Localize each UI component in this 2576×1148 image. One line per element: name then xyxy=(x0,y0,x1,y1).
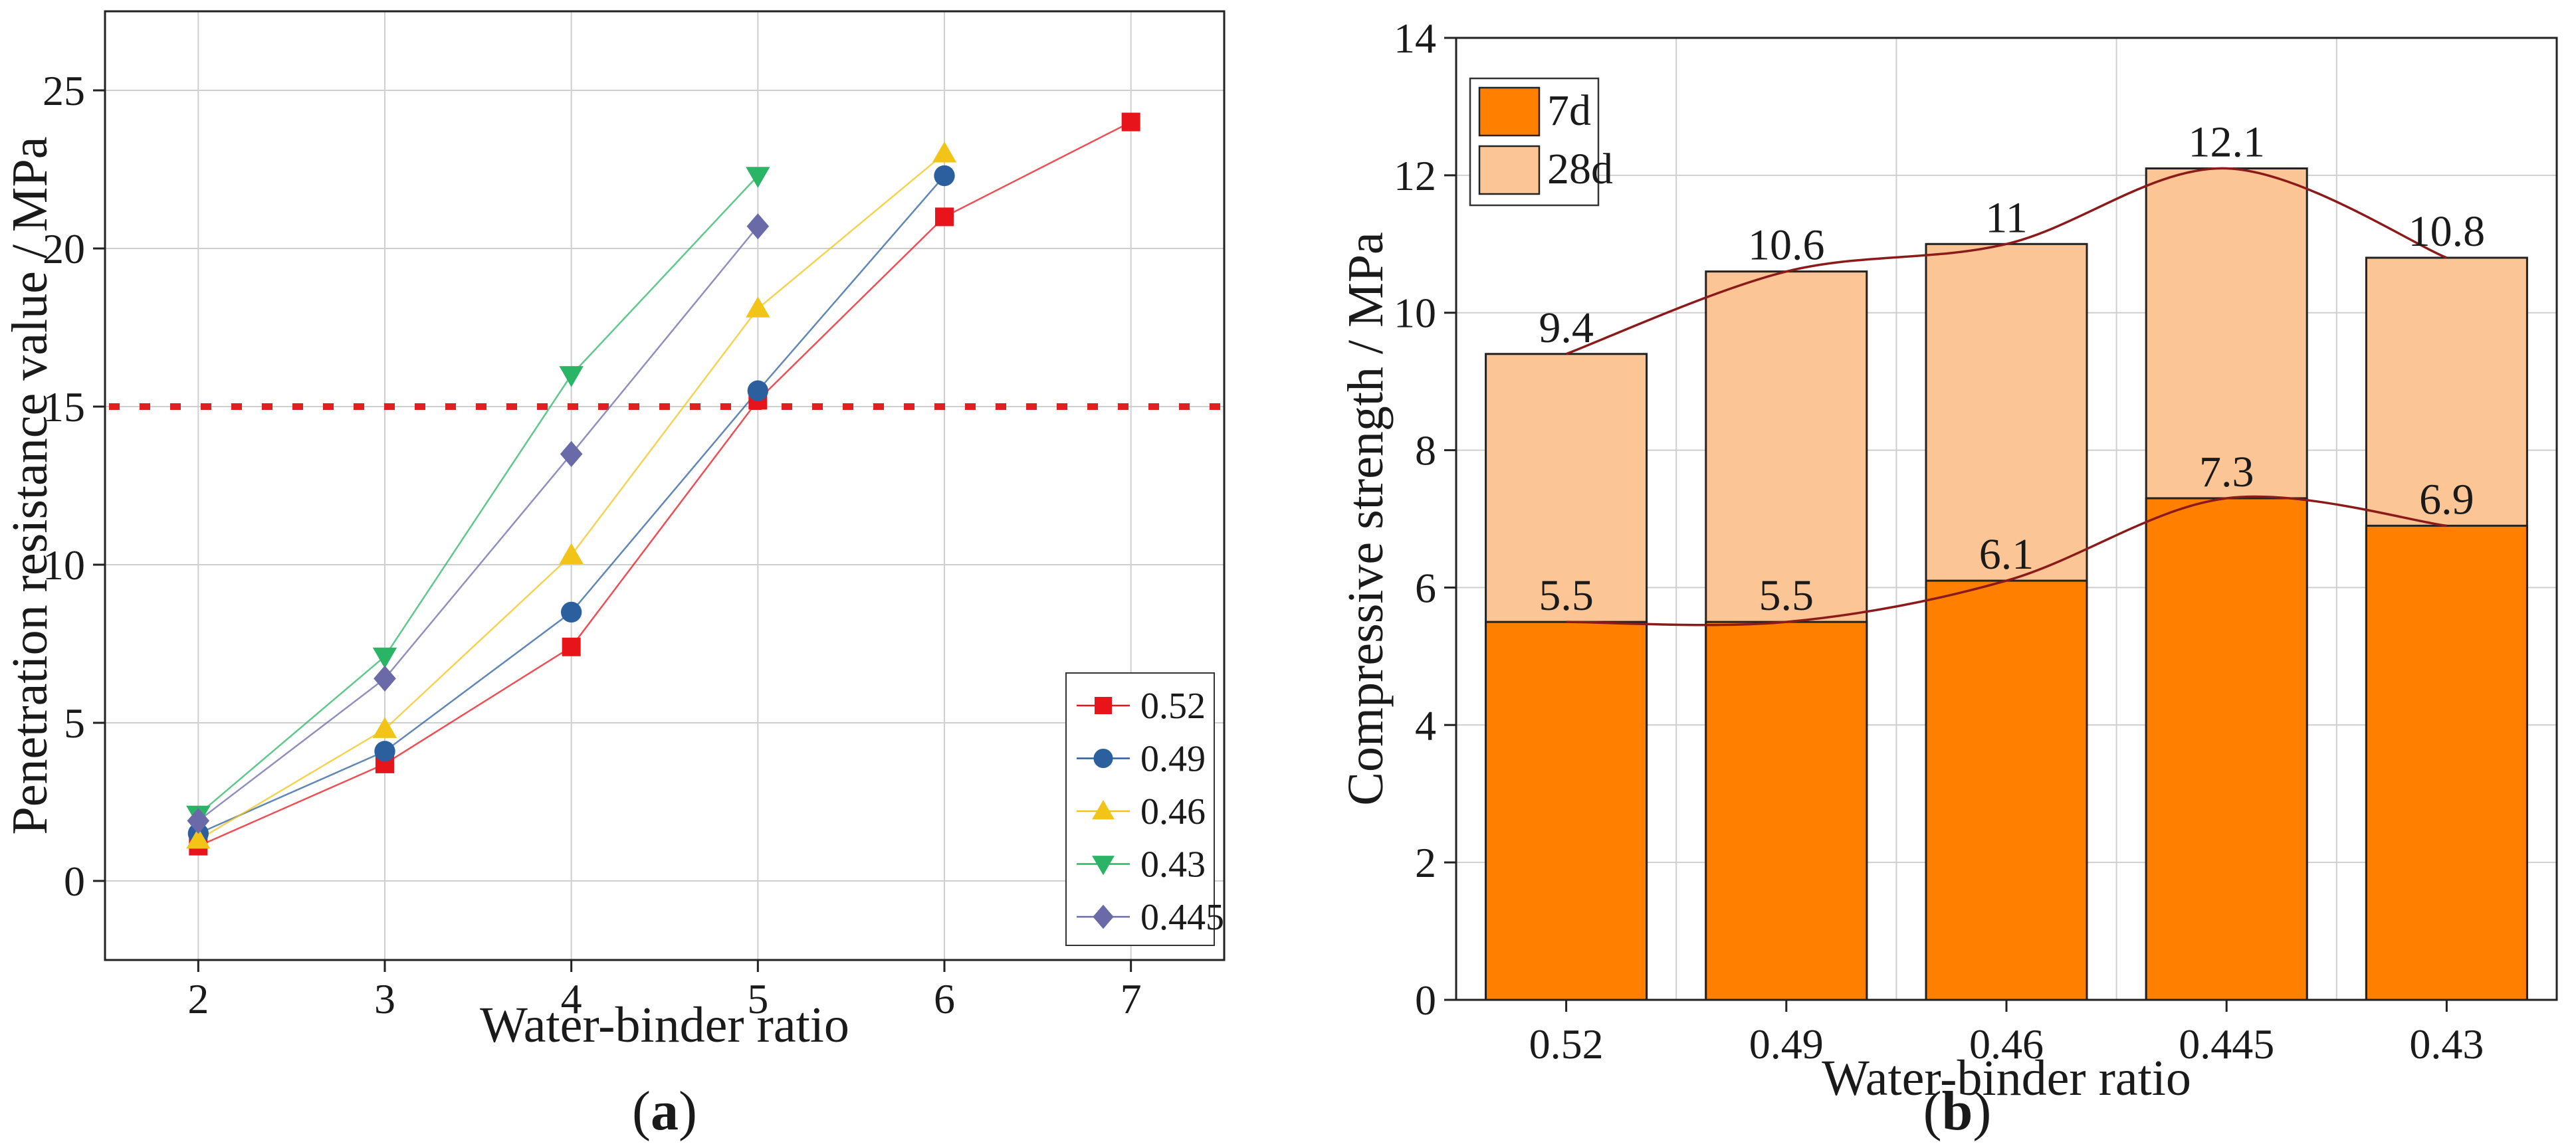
chart-b-data-label-7d: 6.1 xyxy=(1979,530,2034,579)
chart-a-point-0.445 xyxy=(560,440,583,467)
chart-b-bar-7d xyxy=(1705,621,1868,1001)
chart-a-point-0.49 xyxy=(934,165,955,187)
chart-b-y-tick-label: 8 xyxy=(1415,427,1436,474)
chart-b-data-label-28d: 11 xyxy=(1985,193,2028,242)
chart-a-point-0.52 xyxy=(935,207,954,227)
chart-a-y-tick-label: 5 xyxy=(64,700,85,747)
chart-a-point-0.43 xyxy=(372,647,397,669)
chart-a-legend-label: 0.46 xyxy=(1140,791,1206,832)
chart-b-x-tick-label: 0.46 xyxy=(1969,1020,2044,1068)
chart-b-x-axis-label: Water-binder ratio xyxy=(1822,1050,2191,1106)
chart-a-y-axis-label: Penetration resistance value / MPa xyxy=(2,136,58,834)
chart-b-x-tick-label: 0.43 xyxy=(2409,1020,2484,1068)
chart-b-x-tick-label: 0.445 xyxy=(2179,1020,2274,1068)
chart-a-legend-label: 0.52 xyxy=(1140,686,1206,727)
chart-a-legend-marker xyxy=(1092,800,1115,820)
chart-a-x-tick-label: 7 xyxy=(1121,975,1142,1022)
chart-b-data-label-28d: 12.1 xyxy=(2188,118,2265,167)
chart-a-point-0.46 xyxy=(372,717,397,738)
chart-a-x-tick-label: 5 xyxy=(747,975,768,1022)
chart-a-legend-box xyxy=(1065,672,1215,946)
chart-a-legend-label: 0.49 xyxy=(1140,739,1206,780)
chart-b-y-tick-label: 0 xyxy=(1415,977,1436,1024)
chart-b-y-tick-label: 4 xyxy=(1415,702,1436,749)
chart-b-bar-7d xyxy=(1485,621,1648,1001)
chart-a-panel-label: (a) xyxy=(632,1080,697,1142)
chart-a-point-0.445 xyxy=(746,213,770,240)
chart-a-y-tick-label: 0 xyxy=(64,858,85,905)
chart-a-point-0.46 xyxy=(559,543,584,565)
chart-a-point-0.43 xyxy=(559,366,584,387)
chart-b-y-tick-label: 6 xyxy=(1415,564,1436,611)
chart-b-bar-7d xyxy=(2365,524,2528,1001)
chart-a-point-0.52 xyxy=(1121,112,1140,132)
chart-b-panel-label: (b) xyxy=(1923,1080,1992,1142)
chart-b-x-tick-label: 0.49 xyxy=(1749,1020,1824,1068)
chart-a-series-line-0.52 xyxy=(197,121,1132,847)
chart-a-legend-label: 0.445 xyxy=(1140,897,1224,938)
chart-b-legend-label: 7d xyxy=(1547,86,1591,135)
chart-a-x-tick-label: 4 xyxy=(561,975,582,1022)
chart-a-legend-marker xyxy=(1093,748,1113,769)
chart-b-trend-line-7d xyxy=(1566,495,2447,626)
chart-b-trend-line-28d xyxy=(1565,167,2448,355)
chart-a-series-line-0.43 xyxy=(197,175,759,815)
chart-b-legend-swatch xyxy=(1478,86,1541,137)
chart-a-point-0.445 xyxy=(187,807,210,834)
chart-b-data-label-7d: 5.5 xyxy=(1759,571,1814,620)
chart-b-y-axis-label: Compressive strength / MPa xyxy=(1338,232,1394,805)
chart-a-x-tick-label: 2 xyxy=(187,975,209,1022)
chart-a-point-0.49 xyxy=(374,741,395,762)
chart-panel-a: Penetration resistance value / MPa Water… xyxy=(2,10,1226,1142)
chart-a-legend-marker xyxy=(1092,856,1115,876)
chart-b-data-label-7d: 7.3 xyxy=(2199,448,2254,496)
chart-a-point-0.445 xyxy=(374,665,396,692)
chart-b-y-tick-label: 12 xyxy=(1394,152,1436,199)
chart-b-legend-swatch xyxy=(1478,145,1541,195)
chart-b-legend-label: 28d xyxy=(1547,145,1613,193)
chart-a-y-tick-label: 15 xyxy=(43,383,85,430)
chart-a-plot-frame xyxy=(104,10,1226,961)
chart-b-y-tick-label: 2 xyxy=(1415,839,1436,886)
chart-a-point-0.52 xyxy=(562,637,581,656)
chart-a-series-line-0.445 xyxy=(197,225,759,822)
chart-a-point-0.46 xyxy=(186,827,211,849)
chart-a-point-0.49 xyxy=(747,380,769,401)
chart-panel-b: Compressive strength / MPa Water-binder … xyxy=(1338,15,2558,1142)
chart-a-point-0.49 xyxy=(560,601,582,623)
chart-b-y-tick-label: 14 xyxy=(1394,15,1436,62)
chart-a-y-tick-label: 20 xyxy=(43,225,85,272)
chart-b-y-tick-label: 10 xyxy=(1394,290,1436,337)
chart-b-data-label-7d: 5.5 xyxy=(1539,571,1594,620)
chart-a-x-tick-label: 3 xyxy=(374,975,395,1022)
chart-a-point-0.46 xyxy=(932,142,957,163)
chart-a-point-0.46 xyxy=(746,296,770,318)
chart-b-x-tick-label: 0.52 xyxy=(1529,1020,1604,1068)
chart-a-x-tick-label: 6 xyxy=(934,975,955,1022)
chart-b-data-label-28d: 9.4 xyxy=(1539,304,1594,352)
chart-a-x-axis-label: Water-binder ratio xyxy=(480,997,849,1053)
chart-b-data-label-28d: 10.6 xyxy=(1748,221,1825,270)
chart-b-bar-7d xyxy=(1925,579,2088,1001)
chart-b-data-label-28d: 10.8 xyxy=(2409,207,2486,256)
chart-a-y-tick-label: 10 xyxy=(43,541,85,589)
chart-a-legend-marker xyxy=(1095,697,1112,714)
chart-a-point-0.43 xyxy=(746,167,770,188)
chart-a-legend-marker xyxy=(1093,904,1114,929)
chart-b-data-label-7d: 6.9 xyxy=(2419,475,2474,524)
chart-a-y-tick-label: 25 xyxy=(43,67,85,114)
chart-a-legend-label: 0.43 xyxy=(1140,844,1206,886)
chart-b-bar-7d xyxy=(2145,497,2308,1001)
